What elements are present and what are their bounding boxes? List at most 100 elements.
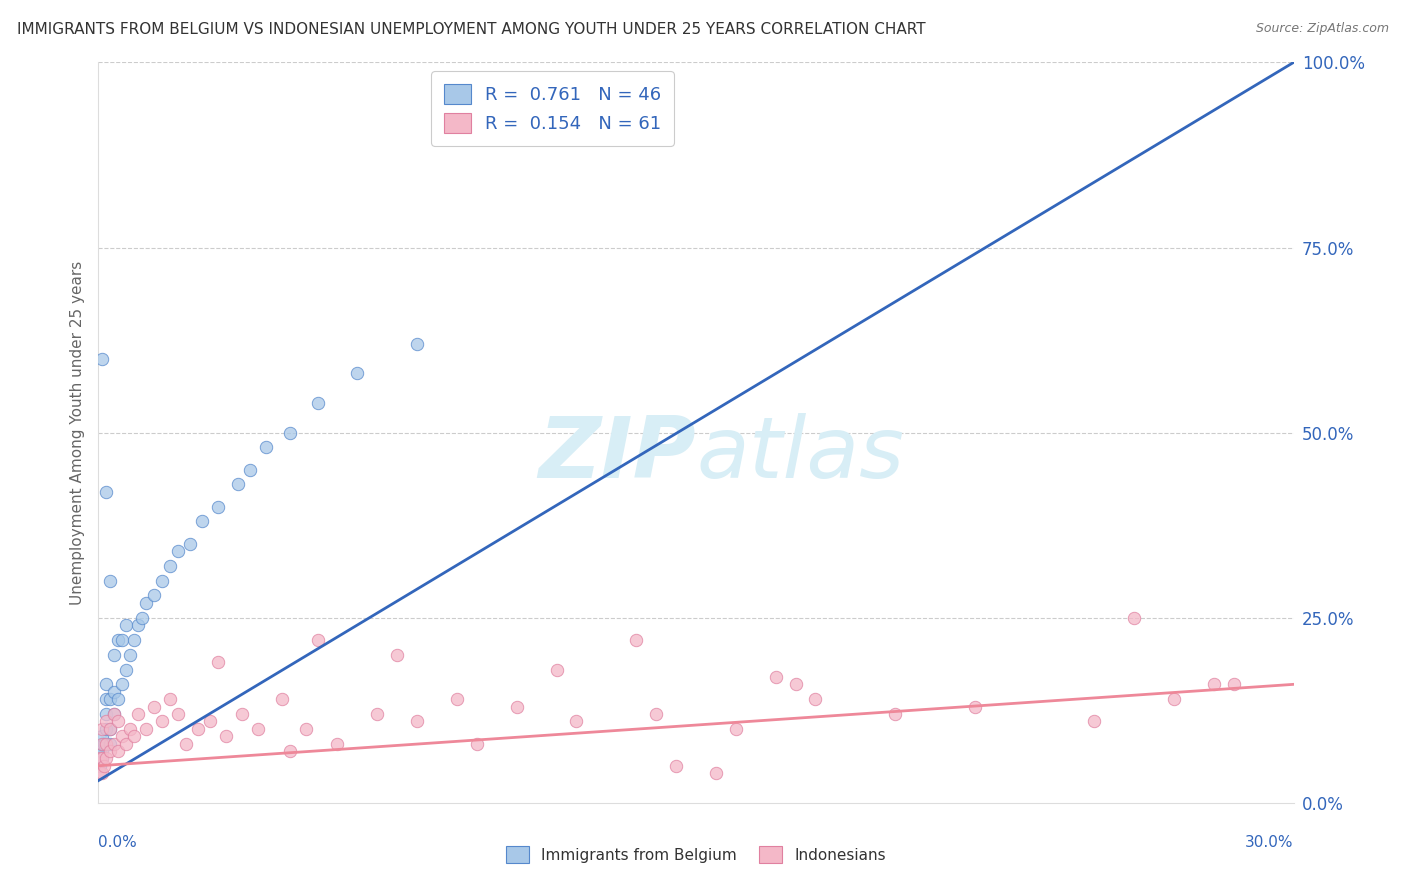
Point [103,648,125,662]
Point [785,677,807,691]
Point [96,737,118,751]
Point [103,706,125,721]
Point [91,737,114,751]
Point [98,722,122,736]
Point [96,751,118,765]
Point [89,751,111,765]
Point [724,722,747,736]
Point [96,484,118,499]
Point [198,714,221,729]
Point [246,722,269,736]
Point [366,706,388,721]
Point [191,515,214,529]
Point [93,737,115,751]
Point [506,699,529,714]
Point [254,441,277,455]
Point [215,729,238,743]
Point [1083,714,1105,729]
Point [446,692,468,706]
Point [91,766,114,780]
Point [207,655,229,669]
Point [107,714,129,729]
Point [103,706,125,721]
Text: 30.0%: 30.0% [1246,835,1294,850]
Point [111,677,134,691]
Point [963,699,986,714]
Point [107,744,129,758]
Point [294,722,316,736]
Point [1163,692,1185,706]
Point [91,351,114,366]
Y-axis label: Unemployment Among Youth under 25 years: Unemployment Among Youth under 25 years [69,260,84,605]
Point [135,722,157,736]
Point [107,632,129,647]
Point [127,618,149,632]
Point [89,744,111,758]
Point [135,596,157,610]
Point [89,758,111,772]
Point [91,744,114,758]
Point [96,692,118,706]
Point [124,729,146,743]
Point [98,722,122,736]
Point [385,648,409,662]
Point [179,536,201,550]
Point [765,670,787,684]
Point [111,632,134,647]
Point [645,706,668,721]
Point [111,729,134,743]
Point [127,706,149,721]
Point [565,714,588,729]
Point [167,706,190,721]
Point [120,722,142,736]
Text: Source: ZipAtlas.com: Source: ZipAtlas.com [1256,22,1389,36]
Text: atlas: atlas [696,413,904,496]
Point [96,722,118,736]
Point [143,589,166,603]
Point [270,692,292,706]
Point [143,699,166,714]
Point [98,737,122,751]
Point [98,574,122,588]
Point [278,744,301,758]
Point [187,722,209,736]
Point [98,692,122,706]
Point [626,632,648,647]
Point [239,462,262,476]
Point [884,706,907,721]
Point [93,758,115,772]
Text: IMMIGRANTS FROM BELGIUM VS INDONESIAN UNEMPLOYMENT AMONG YOUTH UNDER 25 YEARS CO: IMMIGRANTS FROM BELGIUM VS INDONESIAN UN… [17,22,925,37]
Point [804,692,827,706]
Point [167,544,190,558]
Point [103,737,125,751]
Point [124,632,146,647]
Point [89,751,111,765]
Point [159,558,181,573]
Text: ZIP: ZIP [538,413,696,496]
Point [91,751,114,765]
Legend: Immigrants from Belgium, Indonesians: Immigrants from Belgium, Indonesians [499,840,893,869]
Point [115,663,138,677]
Point [91,729,114,743]
Point [115,618,138,632]
Point [346,367,368,381]
Point [704,766,727,780]
Point [120,648,142,662]
Point [98,744,122,758]
Point [89,766,111,780]
Point [174,737,197,751]
Point [546,663,568,677]
Point [91,751,114,765]
Point [103,685,125,699]
Point [307,632,329,647]
Point [96,714,118,729]
Point [1223,677,1246,691]
Point [406,714,429,729]
Point [665,758,688,772]
Point [326,737,349,751]
Point [96,706,118,721]
Point [150,574,173,588]
Point [278,425,301,440]
Point [465,737,488,751]
Point [307,396,329,410]
